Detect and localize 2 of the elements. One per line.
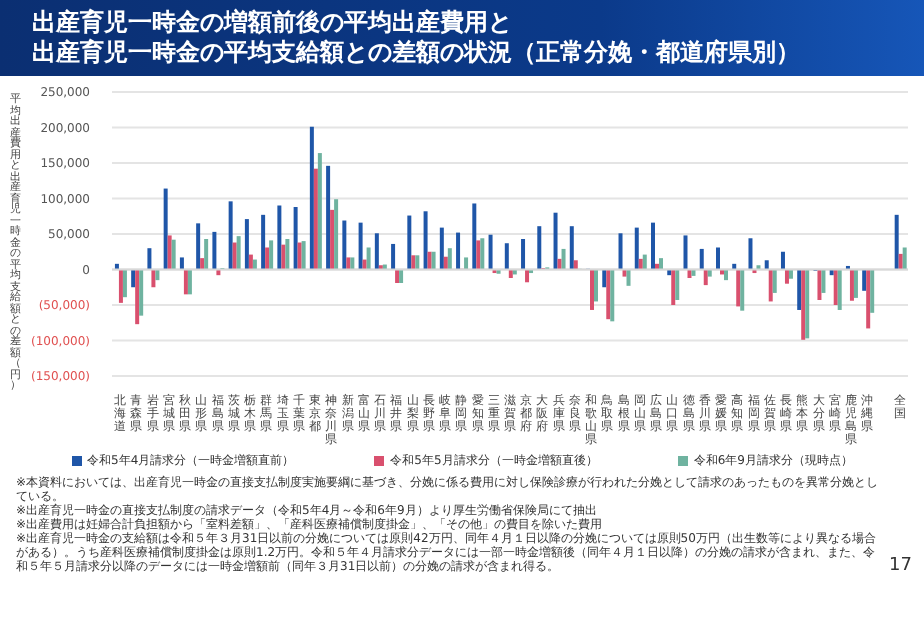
chart-title: 出産育児一時金の増額前後の平均出産費用と出産育児一時金の平均支給額との差額の状況（正常分娩・都道府県別） (32, 8, 802, 68)
text: 17 (889, 556, 912, 576)
